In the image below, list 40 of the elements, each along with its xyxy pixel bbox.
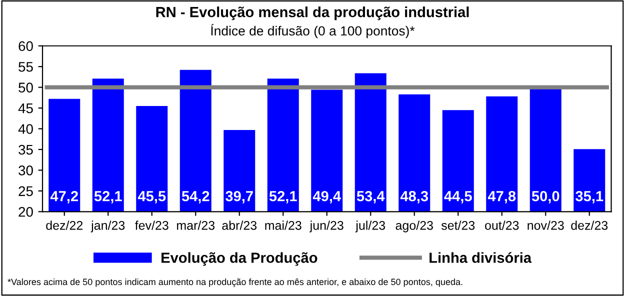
chart-title: RN - Evolução mensal da produção industrial [156, 6, 469, 20]
x-tick-label: set/23 [441, 220, 475, 230]
x-tick-label: jan/23 [90, 220, 125, 232]
y-tick-label: 30 [18, 166, 33, 176]
data-label: 47,2 [50, 190, 78, 204]
y-tick-label: 40 [18, 124, 33, 134]
x-tick-label: jul/23 [355, 220, 386, 232]
x-tick-label: fev/23 [135, 220, 168, 230]
y-tick-label: 45 [18, 104, 33, 114]
data-label: 48,3 [400, 190, 428, 204]
x-tick-label: dez/23 [571, 220, 608, 230]
x-tick-label: ago/23 [396, 220, 433, 232]
text: *Valores acima de 50 pontos indicam aumento na produção frente ao mês anterior, e abaixo de 50 pontos, queda. [8, 278, 462, 287]
chart-subtitle: Índice de difusão (0 a 100 pontos)* [211, 24, 415, 38]
y-tick-label: 35 [18, 144, 33, 155]
y-tick-label: 50 [18, 82, 33, 92]
legend-label: Linha divisória [430, 252, 532, 263]
data-label: 52,1 [94, 190, 122, 204]
data-label: 44,5 [444, 191, 472, 204]
legend-label: Evolução da Produção [162, 252, 318, 266]
data-label: 47,8 [488, 190, 516, 204]
data-label: 52,1 [269, 190, 297, 204]
y-tick-label: 60 [18, 41, 33, 52]
x-tick-label: out/23 [485, 220, 519, 230]
x-tick-label: mai/23 [265, 220, 302, 230]
data-label: 39,7 [226, 190, 253, 204]
data-label: 35,1 [576, 190, 604, 204]
y-tick-label: 55 [18, 62, 33, 72]
x-tick-label: abr/23 [222, 220, 257, 230]
data-label: 54,2 [182, 190, 210, 204]
data-label: 50,0 [532, 190, 560, 204]
x-tick-label: nov/23 [528, 220, 564, 230]
data-label: 49,4 [312, 190, 341, 204]
x-tick-label: dez/22 [46, 220, 83, 230]
data-label: 45,5 [138, 191, 166, 204]
x-tick-label: mar/23 [177, 220, 215, 230]
x-tick-label: jun/23 [310, 220, 344, 232]
y-tick-label: 20 [18, 206, 33, 217]
data-label: 53,4 [356, 190, 385, 204]
y-tick-label: 25 [18, 186, 33, 196]
